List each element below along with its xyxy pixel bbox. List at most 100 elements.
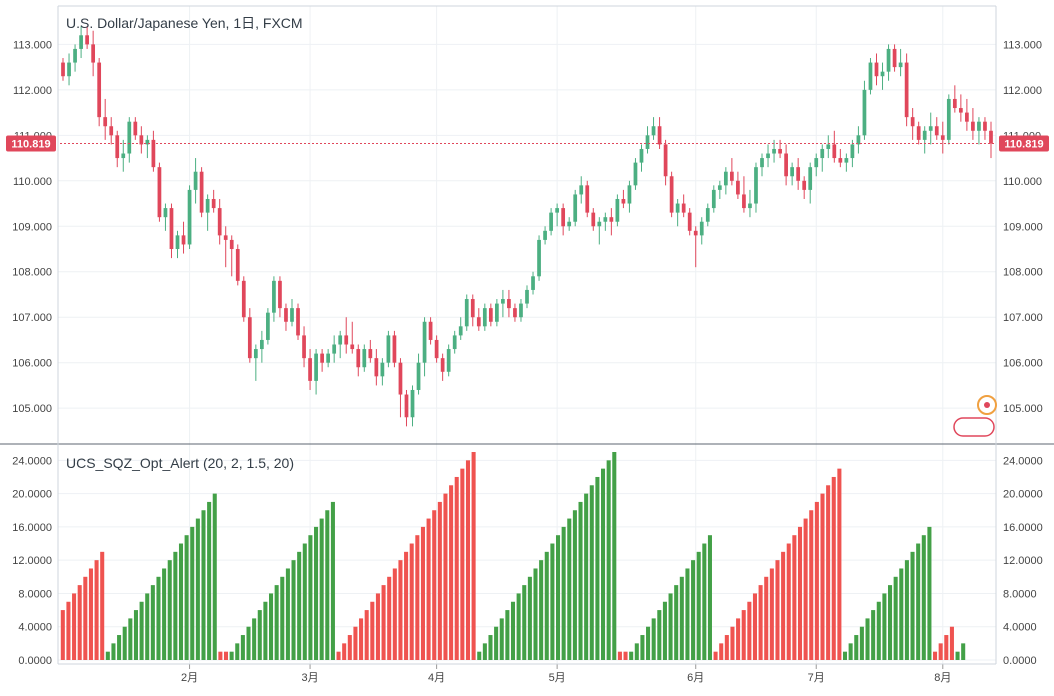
candle [284,303,288,331]
candle [543,226,547,245]
event-markers[interactable] [953,395,997,437]
candle [862,80,867,140]
candle [681,194,686,218]
candle [380,358,385,386]
candle-body [772,148,776,154]
oscillator-bar [888,585,893,660]
oscillator-bar [572,510,577,660]
candle-body [507,299,511,309]
oscillator-bar [105,651,110,660]
candle-body [844,158,849,163]
candle [567,217,572,231]
oscillator-bar [443,493,448,660]
oscillator-bar [617,651,622,660]
candle [386,330,391,368]
oscillator-bar [342,643,347,660]
candle-body [681,203,686,213]
candle-body [175,235,180,250]
oscillator-bar [837,468,842,660]
candle-body [350,344,355,350]
candle [296,303,300,340]
candle-body [223,235,228,240]
oscillator-bar [623,651,628,660]
candle [934,117,939,140]
candle-body [916,126,921,140]
candle-body [862,89,867,136]
x-tick-label: 4月 [428,672,445,684]
candle-body [796,167,801,181]
candle-body [555,208,559,213]
candle [754,162,758,213]
oscillator-bar [280,576,285,660]
oscillator-bar [263,601,268,660]
candle-body [513,308,517,318]
osc-y-tick-label-right: 4.0000 [1003,622,1037,634]
candle [199,167,204,218]
candle [760,153,764,177]
candle [838,148,843,168]
candle [235,244,240,286]
candle [603,212,608,231]
x-tick-label: 2月 [181,672,198,684]
oscillator-bar [612,452,617,660]
candle [928,112,933,145]
candle-body [272,280,276,313]
oscillator-bar [347,635,352,660]
oscillator-bar [854,635,859,660]
oscillator-bar [302,543,307,660]
main-y-tick-label-left: 106.000 [12,358,52,370]
candle [181,221,186,254]
candle-body [470,299,475,318]
candle [910,108,915,140]
candle-body [235,249,240,281]
candle [965,98,969,131]
candle [326,349,331,368]
candle [362,344,367,372]
candle [259,330,264,363]
oscillator-bar [539,560,544,660]
candle-body [748,203,752,209]
candle [266,308,270,345]
candle-body [832,144,837,159]
candle-body [820,148,825,159]
oscillator-bar [83,576,88,660]
candle [555,203,559,227]
oscillator-bar [330,501,335,660]
candle-body [928,126,933,131]
candle-body [784,153,788,177]
oscillator-bar [657,610,662,660]
candle [374,349,379,386]
x-tick-label: 6月 [687,672,704,684]
candle [892,44,897,72]
candle [519,299,523,322]
candle-body [989,130,993,144]
osc-y-tick-label-left: 0.0000 [18,655,52,667]
candle-body [621,198,626,204]
candle [977,117,981,145]
candle-body [723,171,728,186]
oscillator-bar [274,585,279,660]
candle-body [392,335,397,363]
oscillator-bar [449,485,454,660]
candle-body [464,299,469,327]
candle-body [169,208,174,250]
oscillator-bar [736,618,741,660]
candle-body [736,180,740,195]
candle-body [482,308,487,327]
candle [356,344,361,377]
oscillator-bar [589,485,594,660]
oscillator-bar [420,526,425,660]
economic-calendar-icon[interactable] [953,417,995,437]
oscillator-bar [336,651,341,660]
main-y-tick-label-right: 110.000 [1003,176,1042,188]
candle [488,303,493,327]
candle-body [952,98,957,109]
candle-layer [61,26,993,427]
oscillator-bar [561,526,566,660]
candle [338,330,343,359]
osc-y-tick-label-left: 20.0000 [12,489,52,501]
candle [169,203,174,259]
candle-body [910,117,915,127]
oscillator-bar [128,618,133,660]
